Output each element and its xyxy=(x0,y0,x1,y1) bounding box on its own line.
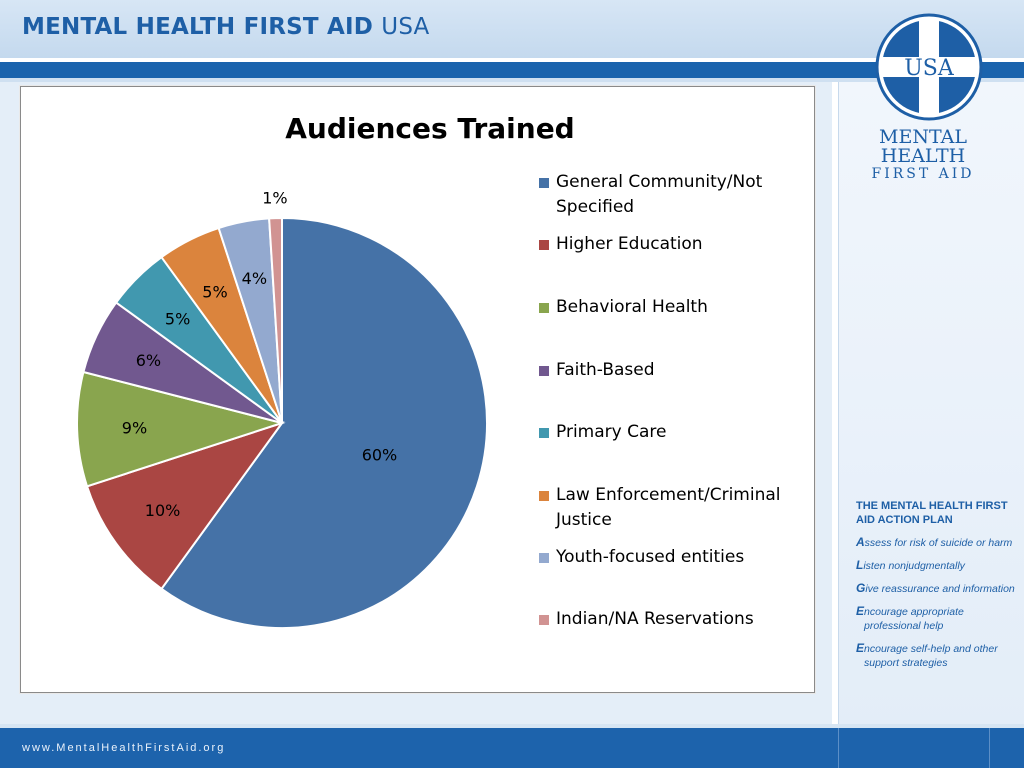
action-plan-item: Encourage appropriate professional help xyxy=(856,604,1016,633)
legend-label: Faith-Based xyxy=(556,360,655,380)
logo-line-2: HEALTH xyxy=(880,145,966,167)
logo-badge-text: USA xyxy=(904,56,955,81)
legend-swatch xyxy=(539,615,549,625)
pie-data-label: 9% xyxy=(122,419,147,438)
legend-swatch xyxy=(539,178,549,188)
legend-label: Law Enforcement/Criminal Justice xyxy=(555,485,781,530)
header-stripe-light xyxy=(0,78,1024,82)
side-panel xyxy=(838,82,1024,728)
action-plan-item: Give reassurance and information xyxy=(856,581,1016,596)
pie-data-label: 1% xyxy=(262,189,287,208)
action-text: ncourage appropriate professional help xyxy=(864,606,964,632)
action-letter: G xyxy=(856,581,866,595)
footer-band xyxy=(0,728,1024,768)
chart-frame: Audiences Trained 60% 10% 9% 6% 5% 5% 4% 1% Gen… xyxy=(20,86,815,693)
action-text: isten nonjudgmentally xyxy=(863,560,965,572)
chart-legend: General Community/Not Specified Higher Edu… xyxy=(539,172,781,629)
action-plan-item: Encourage self-help and other support st… xyxy=(856,641,1016,670)
legend-label: General Community/Not Specified xyxy=(556,172,763,217)
legend-swatch xyxy=(539,240,549,250)
header-title-suffix: USA xyxy=(381,14,430,40)
header-stripe-blue xyxy=(0,62,1024,78)
legend-swatch xyxy=(539,553,549,563)
logo-line-1: MENTAL xyxy=(879,126,967,148)
header-stripe-white xyxy=(0,58,1024,62)
legend-label: Primary Care xyxy=(556,422,666,442)
footer-box xyxy=(838,728,990,768)
action-plan-item: Assess for risk of suicide or harm xyxy=(856,535,1016,550)
legend-label: Behavioral Health xyxy=(556,297,708,317)
pie-labels: 60% 10% 9% 6% 5% 5% 4% 1% xyxy=(122,189,397,520)
footer-url: www.MentalHealthFirstAid.org xyxy=(22,742,226,754)
pie-slice xyxy=(160,216,488,629)
legend-swatch xyxy=(539,303,549,313)
action-letter: E xyxy=(856,604,865,618)
action-plan-title: THE MENTAL HEALTH FIRST AID ACTION PLAN xyxy=(856,500,1008,526)
header-title-main: MENTAL HEALTH FIRST AID xyxy=(22,14,374,40)
pie-slice xyxy=(268,216,283,424)
action-text: ive reassurance and information xyxy=(865,583,1015,595)
logo-line-3: FIRST AID xyxy=(871,166,975,182)
pie-data-label: 6% xyxy=(136,351,161,370)
mhfa-logo: USA xyxy=(874,12,984,122)
pie-data-label: 10% xyxy=(145,501,181,520)
legend-label: Youth-focused entities xyxy=(555,547,744,567)
action-text: ssess for risk of suicide or harm xyxy=(864,537,1013,549)
side-divider xyxy=(832,82,838,728)
header-title: MENTAL HEALTH FIRST AID USA xyxy=(22,14,429,40)
action-text: ncourage self-help and other support str… xyxy=(864,643,998,669)
pie-chart: Audiences Trained 60% 10% 9% 6% 5% 5% 4% 1% Gen… xyxy=(76,112,781,629)
footer-stripe xyxy=(0,724,1024,728)
legend-swatch xyxy=(539,491,549,501)
pie-data-label: 4% xyxy=(242,269,267,288)
pie-slices xyxy=(76,216,488,629)
legend-swatch xyxy=(539,366,549,376)
action-plan-item: Listen nonjudgmentally xyxy=(856,558,1016,573)
legend-label: Higher Education xyxy=(556,234,703,254)
action-letter: L xyxy=(856,558,864,572)
action-letter: E xyxy=(856,641,865,655)
legend-label: Indian/NA Reservations xyxy=(556,609,754,629)
legend-swatch xyxy=(539,428,549,438)
logo-wordmark: MENTAL HEALTH FIRST AID xyxy=(848,126,998,183)
action-letter: A xyxy=(856,535,865,549)
pie-slice xyxy=(85,421,285,591)
pie-data-label: 5% xyxy=(165,310,190,329)
action-plan: THE MENTAL HEALTH FIRST AID ACTION PLAN … xyxy=(856,499,1016,678)
pie-slice xyxy=(76,370,286,488)
pie-data-label: 60% xyxy=(362,446,398,465)
header-band xyxy=(0,0,1024,58)
pie-data-label: 5% xyxy=(202,282,227,301)
chart-title: Audiences Trained xyxy=(285,112,574,145)
usa-badge-icon: USA xyxy=(875,13,983,121)
